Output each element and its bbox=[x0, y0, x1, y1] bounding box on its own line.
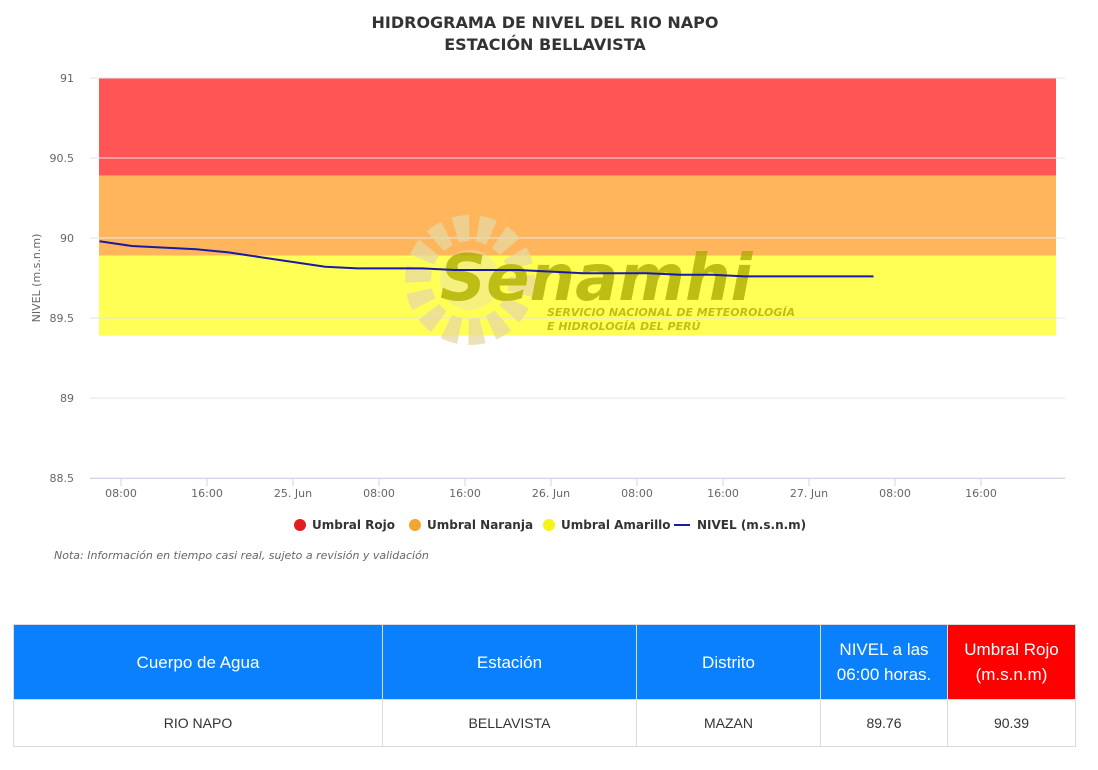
table-cell: BELLAVISTA bbox=[382, 699, 637, 747]
x-tick-label: 16:00 bbox=[449, 487, 481, 500]
legend-marker-dot bbox=[294, 519, 306, 531]
x-tick-label: 25. Jun bbox=[274, 487, 312, 500]
table-cell: 90.39 bbox=[947, 699, 1076, 747]
x-tick-label: 26. Jun bbox=[532, 487, 570, 500]
table-cell: 89.76 bbox=[820, 699, 948, 747]
y-tick-label: 89 bbox=[60, 392, 74, 405]
x-tick-label: 27. Jun bbox=[790, 487, 828, 500]
legend-label: Umbral Naranja bbox=[427, 518, 533, 532]
x-tick-label: 08:00 bbox=[879, 487, 911, 500]
band-umbral-rojo bbox=[99, 78, 1056, 176]
watermark-line2: E HIDROLOGÍA DEL PERÚ bbox=[547, 320, 701, 333]
station-info-table: Cuerpo de Agua Estación Distrito NIVEL a la… bbox=[13, 624, 1076, 747]
chart-subtitle: ESTACIÓN BELLAVISTA bbox=[444, 35, 646, 54]
band-umbral-amarillo bbox=[99, 255, 1056, 336]
legend-marker-dot bbox=[543, 519, 555, 531]
series-line-nivel bbox=[99, 240, 874, 278]
y-tick-label: 90.5 bbox=[50, 152, 75, 165]
y-tick-label: 91 bbox=[60, 72, 74, 85]
y-axis-ticks: 91 90.5 90 89.5 89 88.5 bbox=[50, 72, 75, 485]
x-tick-label: 16:00 bbox=[191, 487, 223, 500]
table-header-cell: Distrito bbox=[636, 624, 821, 700]
legend-item: Umbral Naranja bbox=[409, 518, 533, 532]
x-axis-ticks: 08:00 16:00 25. Jun 08:00 16:00 26. Jun 08:00 1… bbox=[105, 478, 997, 500]
table-row: RIO NAPO BELLAVISTA MAZAN 89.76 90.39 bbox=[13, 699, 1076, 747]
chart-legend: Umbral Rojo Umbral Naranja Umbral Amarillo… bbox=[294, 518, 806, 532]
table-header-cell: NIVEL a las 06:00 horas. bbox=[820, 624, 948, 700]
band-umbral-naranja bbox=[99, 175, 1056, 256]
legend-label: NIVEL (m.s.n.m) bbox=[697, 518, 806, 532]
table-body: RIO NAPO BELLAVISTA MAZAN 89.76 90.39 bbox=[13, 699, 1076, 747]
watermark-name: Senamhi bbox=[440, 242, 754, 316]
x-tick-label: 16:00 bbox=[707, 487, 739, 500]
y-tick-label: 88.5 bbox=[50, 472, 75, 485]
table-header-row: Cuerpo de Agua Estación Distrito NIVEL a la… bbox=[13, 624, 1076, 700]
watermark-line1: SERVICIO NACIONAL DE METEOROLOGÍA bbox=[547, 306, 795, 319]
x-tick-label: 08:00 bbox=[105, 487, 137, 500]
series-layer bbox=[99, 240, 874, 278]
table-header-cell: Estación bbox=[382, 624, 637, 700]
table-cell: MAZAN bbox=[636, 699, 821, 747]
table-header-cell: Umbral Rojo (m.s.n.m) bbox=[947, 624, 1076, 700]
legend-marker-dot bbox=[409, 519, 421, 531]
chart-note: Nota: Información en tiempo casi real, s… bbox=[54, 549, 429, 562]
y-tick-label: 90 bbox=[60, 232, 74, 245]
legend-item: Umbral Rojo bbox=[294, 518, 395, 532]
y-axis-title: NIVEL (m.s.n.m) bbox=[30, 234, 43, 323]
chart-title: HIDROGRAMA DE NIVEL DEL RIO NAPO bbox=[372, 13, 719, 32]
legend-label: Umbral Rojo bbox=[312, 518, 395, 532]
x-tick-label: 08:00 bbox=[621, 487, 653, 500]
threshold-bands bbox=[99, 78, 1056, 336]
hydrograph-chart: HIDROGRAMA DE NIVEL DEL RIO NAPO ESTACIÓ… bbox=[30, 13, 1065, 562]
x-tick-label: 08:00 bbox=[363, 487, 395, 500]
x-tick-label: 16:00 bbox=[965, 487, 997, 500]
senamhi-watermark-logo: Senamhi SERVICIO NACIONAL DE METEOROLOGÍ… bbox=[405, 215, 795, 345]
sun-icon bbox=[405, 215, 535, 345]
legend-item: NIVEL (m.s.n.m) bbox=[674, 518, 806, 532]
table-header-cell: Cuerpo de Agua bbox=[13, 624, 383, 700]
table-cell: RIO NAPO bbox=[13, 699, 383, 747]
legend-item: Umbral Amarillo bbox=[543, 518, 671, 532]
y-tick-label: 89.5 bbox=[50, 312, 75, 325]
legend-label: Umbral Amarillo bbox=[561, 518, 671, 532]
